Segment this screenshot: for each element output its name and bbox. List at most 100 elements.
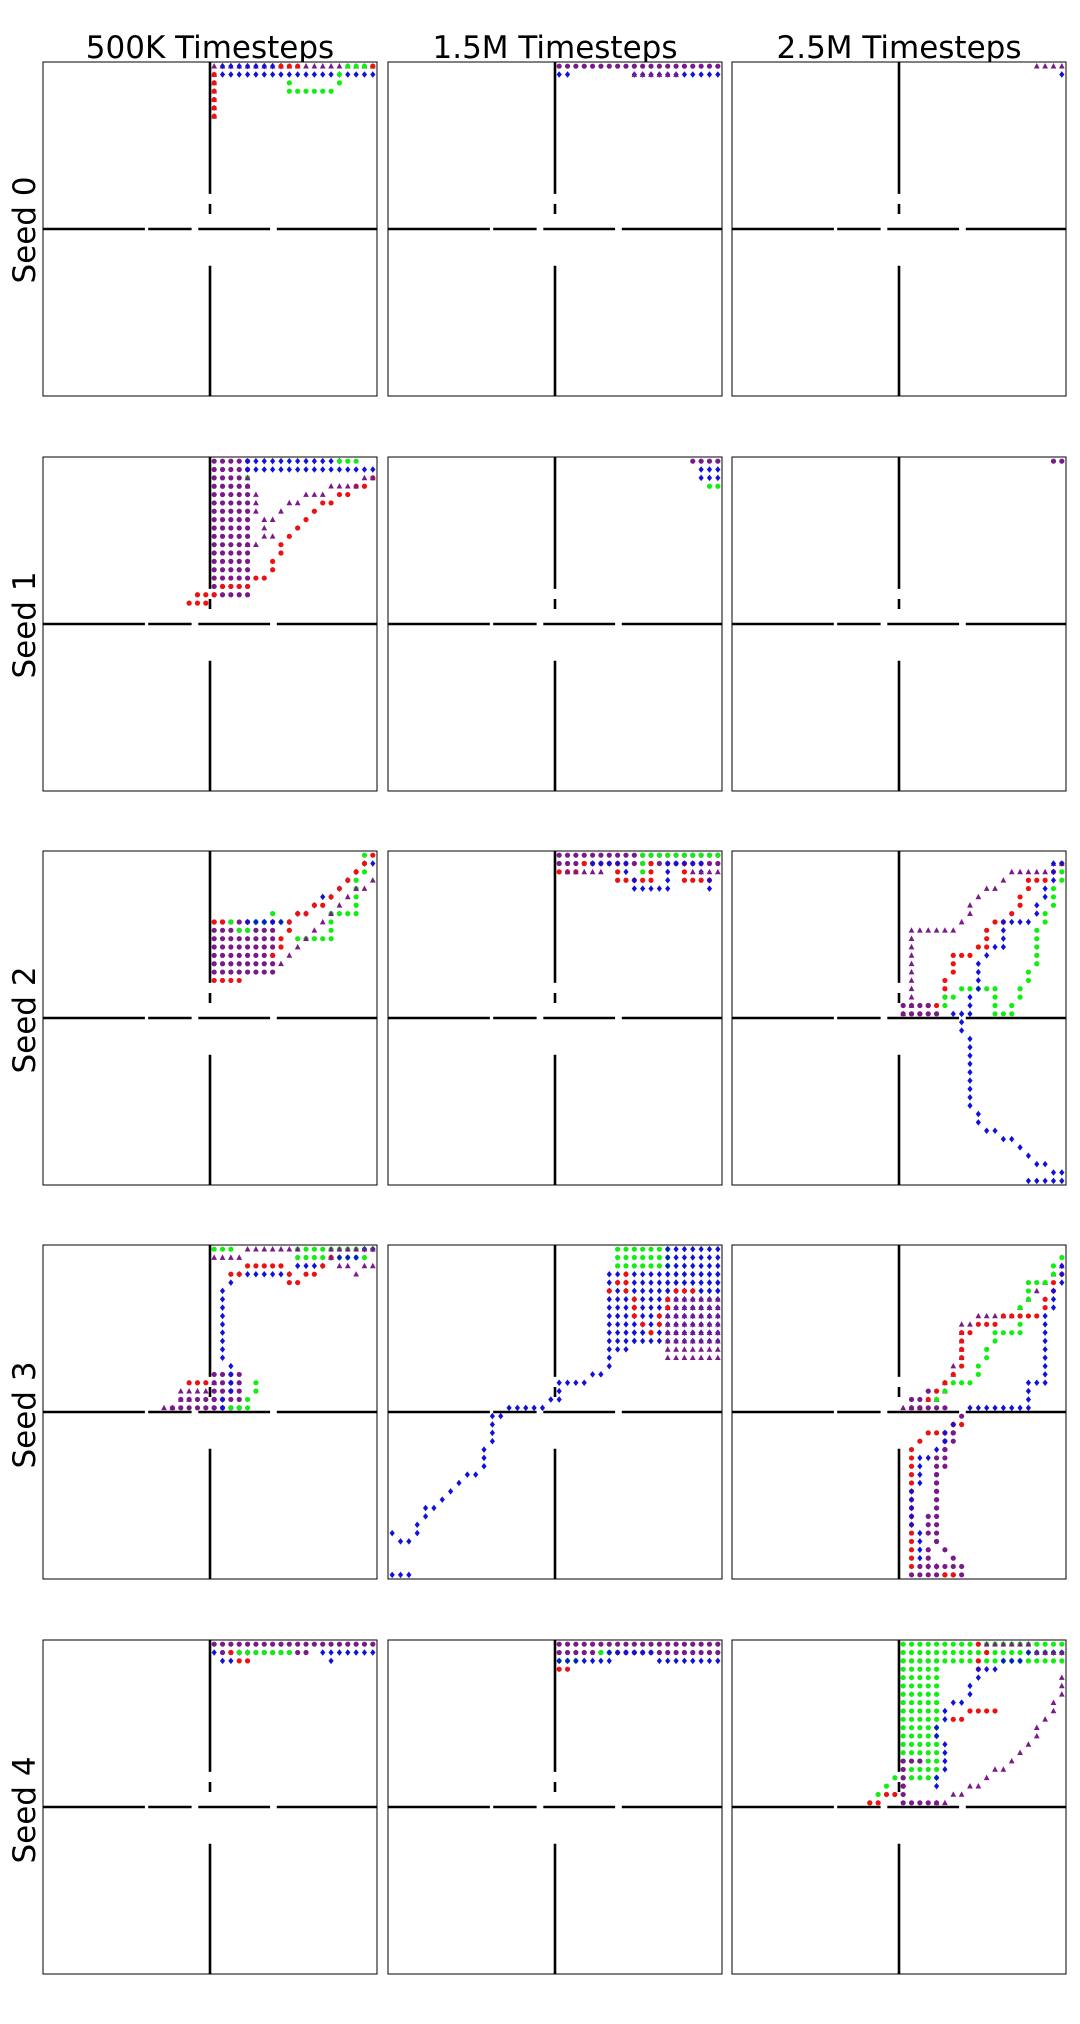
data-point (278, 944, 284, 950)
data-point (606, 1321, 612, 1328)
data-point (959, 1716, 965, 1722)
data-point (303, 911, 309, 917)
data-point (992, 1127, 998, 1134)
data-point (698, 1254, 704, 1261)
data-point (942, 1741, 948, 1748)
data-point (1025, 1177, 1032, 1185)
data-point (933, 1513, 940, 1519)
data-point (589, 860, 596, 867)
data-point (236, 944, 242, 950)
data-point (336, 911, 343, 917)
data-point (1025, 877, 1032, 883)
data-point (311, 63, 318, 69)
data-point (640, 1296, 646, 1303)
data-point (278, 508, 284, 514)
data-point (186, 1396, 192, 1403)
data-point (278, 542, 284, 548)
data-point (236, 592, 242, 598)
data-point (681, 1254, 688, 1261)
data-point (967, 1404, 973, 1412)
data-point (194, 1388, 201, 1394)
data-point (253, 1649, 259, 1656)
data-point (908, 935, 915, 942)
data-point (967, 1085, 973, 1093)
data-point (336, 1641, 343, 1647)
data-point (925, 1691, 931, 1697)
data-point (228, 1371, 234, 1378)
data-point (228, 466, 234, 473)
data-point (278, 550, 284, 556)
data-point (278, 918, 284, 926)
data-point (1000, 927, 1006, 934)
data-point (1025, 885, 1032, 892)
data-point (278, 63, 284, 69)
data-point (656, 1270, 662, 1278)
data-point (523, 1404, 529, 1412)
data-point (211, 1649, 217, 1656)
data-point (706, 868, 713, 875)
data-point (178, 1405, 184, 1411)
data-point (361, 869, 368, 875)
data-point (631, 63, 637, 69)
data-point (564, 63, 571, 69)
data-point (892, 1791, 898, 1798)
data-point (706, 876, 713, 884)
data-point (648, 1312, 654, 1320)
row-titles: Seed 0 Seed 1 Seed 2 Seed 3 Seed 4 (7, 176, 43, 1863)
row-title-seed-0: Seed 0 (7, 176, 43, 283)
data-point (908, 1480, 915, 1486)
data-point (219, 1287, 226, 1295)
data-point (615, 1246, 621, 1252)
data-point (656, 885, 662, 892)
data-point (631, 860, 637, 867)
data-point (648, 860, 654, 867)
data-point (623, 1246, 629, 1252)
data-point (992, 1338, 998, 1344)
data-point (673, 1288, 679, 1294)
data-point (336, 458, 343, 464)
data-point (925, 1758, 931, 1764)
data-point (640, 1321, 646, 1327)
data-point (665, 63, 671, 69)
data-point (228, 944, 234, 950)
data-point (908, 1700, 915, 1706)
data-point (219, 1346, 226, 1353)
data-point (892, 1775, 898, 1781)
data-point (370, 71, 376, 78)
data-point (219, 592, 226, 598)
data-point (294, 943, 301, 950)
data-point (933, 1563, 940, 1570)
data-point (640, 1263, 646, 1269)
data-point (219, 466, 226, 473)
data-point (270, 936, 276, 942)
data-point (975, 1674, 981, 1681)
data-point (606, 852, 612, 858)
data-point (1017, 1330, 1023, 1336)
data-point (361, 1262, 368, 1269)
data-point (967, 993, 973, 1001)
data-point (270, 952, 276, 958)
data-point (673, 63, 679, 69)
data-point (211, 80, 217, 86)
data-point (925, 1800, 931, 1806)
data-point (950, 1641, 956, 1647)
data-point (1042, 1305, 1048, 1311)
data-point (975, 1363, 981, 1369)
data-point (1025, 1288, 1032, 1294)
data-point (353, 1271, 359, 1277)
data-point (615, 869, 621, 875)
data-point (236, 483, 242, 489)
data-point (606, 1649, 612, 1656)
data-point (959, 1363, 965, 1369)
data-point (967, 1002, 973, 1009)
data-point (908, 994, 915, 1000)
data-point (706, 1245, 713, 1253)
data-point (1034, 902, 1040, 909)
data-point (959, 1658, 965, 1664)
data-point (244, 62, 251, 70)
data-point (1025, 1379, 1032, 1387)
data-point (344, 1262, 351, 1269)
data-point (219, 969, 226, 975)
data-point (236, 1405, 242, 1411)
data-point (1034, 877, 1040, 883)
